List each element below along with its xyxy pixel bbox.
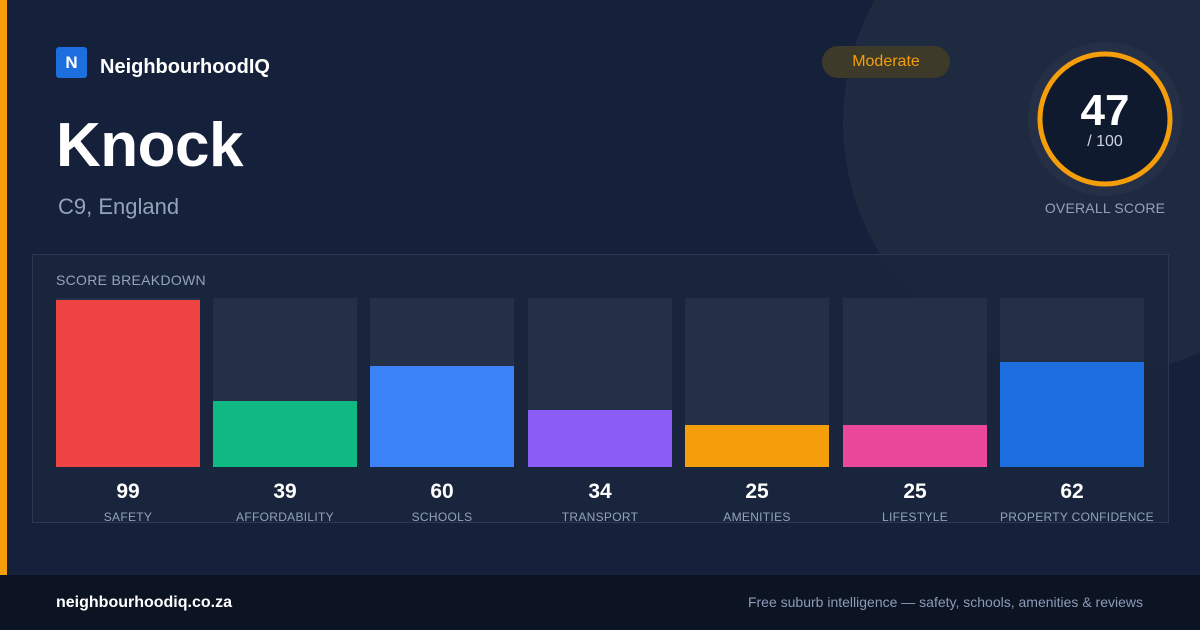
- bar-value: 25: [745, 480, 769, 503]
- breakdown-bar-schools: 60 SCHOOLS: [370, 298, 514, 524]
- bar-fill: [56, 300, 200, 467]
- footer: neighbourhoodiq.co.za Free suburb intell…: [0, 575, 1200, 630]
- brand: N NeighbourhoodIQ: [56, 46, 270, 79]
- bar-value: 34: [588, 480, 612, 503]
- breakdown-bar-lifestyle: 25 LIFESTYLE: [843, 298, 987, 524]
- breakdown-bar-property-confidence: 62 PROPERTY CONFIDENCE: [1000, 298, 1154, 524]
- overall-score-ring: 47 / 100: [1028, 42, 1182, 196]
- bar-value: 62: [1060, 480, 1084, 503]
- bar-fill: [843, 425, 987, 467]
- bar-label: AMENITIES: [723, 510, 791, 524]
- bar-label: SAFETY: [103, 510, 153, 524]
- overall-score-label: OVERALL SCORE: [1044, 200, 1166, 216]
- bar-value: 60: [430, 480, 454, 503]
- rating-badge: Moderate: [822, 46, 950, 78]
- og-card: N NeighbourhoodIQ Knock C9, England Mode…: [0, 0, 1182, 575]
- accent-stripe: [0, 0, 7, 575]
- bar-label: LIFESTYLE: [881, 510, 949, 524]
- suburb-title: Knock: [56, 111, 243, 180]
- bar-track: [843, 298, 987, 467]
- bar-track: [56, 298, 200, 467]
- bar-fill: [1000, 362, 1144, 467]
- overall-score-value: 47: [1080, 86, 1130, 135]
- bar-label: TRANSPORT: [561, 510, 639, 524]
- bar-fill: [528, 410, 672, 467]
- footer-tagline: Free suburb intelligence — safety, schoo…: [747, 594, 1143, 610]
- breakdown-bar-safety: 99 SAFETY: [56, 298, 200, 524]
- breakdown-bar-transport: 34 TRANSPORT: [528, 298, 672, 524]
- score-breakdown-panel: SCORE BREAKDOWN 99 SAFETY 39 AFFORDABILITY 6…: [32, 254, 1169, 524]
- bar-track: [213, 298, 357, 467]
- bar-fill: [370, 366, 514, 467]
- overall-score-max: / 100: [1087, 133, 1123, 150]
- suburb-region: C9, England: [58, 194, 180, 219]
- footer-site-link[interactable]: neighbourhoodiq.co.za: [56, 594, 232, 611]
- brand-logo-icon: N: [56, 47, 87, 78]
- bar-value: 25: [903, 480, 927, 503]
- bar-value: 39: [273, 480, 297, 503]
- bar-fill: [685, 425, 829, 467]
- bar-fill: [213, 401, 357, 467]
- bar-value: 99: [116, 480, 140, 503]
- bar-label: AFFORDABILITY: [236, 510, 334, 524]
- brand-name: NeighbourhoodIQ: [100, 56, 270, 78]
- breakdown-bar-affordability: 39 AFFORDABILITY: [213, 298, 357, 524]
- breakdown-title: SCORE BREAKDOWN: [56, 272, 206, 288]
- bar-track: [1000, 298, 1144, 467]
- bar-label: PROPERTY CONFIDENCE: [1000, 510, 1154, 524]
- bar-track: [528, 298, 672, 467]
- bar-track: [370, 298, 514, 467]
- breakdown-bar-amenities: 25 AMENITIES: [685, 298, 829, 524]
- bar-label: SCHOOLS: [411, 510, 473, 524]
- bar-track: [685, 298, 829, 467]
- score-ring-icon: [1028, 42, 1182, 196]
